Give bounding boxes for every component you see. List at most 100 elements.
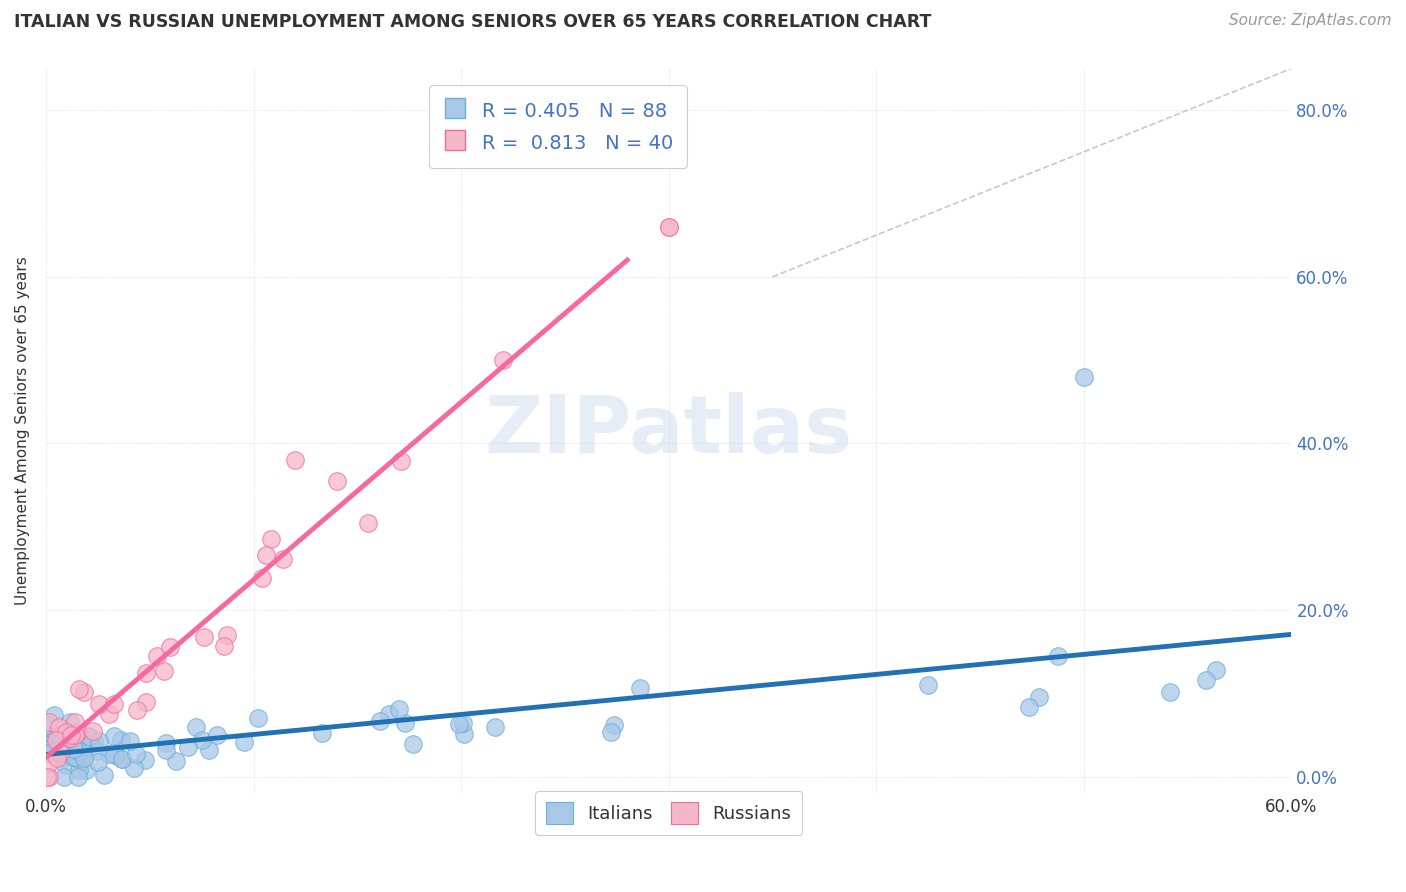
Point bbox=[52, 770, 75, 784]
Point bbox=[35, 770, 58, 784]
Point bbox=[52, 735, 75, 749]
Point bbox=[37, 718, 59, 732]
Point bbox=[67, 724, 90, 739]
Point bbox=[603, 718, 626, 732]
Point bbox=[135, 695, 157, 709]
Point bbox=[37, 746, 59, 760]
Point bbox=[49, 746, 72, 760]
Point bbox=[45, 727, 67, 741]
Point bbox=[658, 219, 681, 234]
Point bbox=[52, 751, 75, 765]
Point bbox=[97, 707, 120, 722]
Point bbox=[246, 711, 269, 725]
Point bbox=[378, 706, 401, 721]
Point bbox=[67, 681, 90, 696]
Point bbox=[41, 738, 63, 752]
Point bbox=[86, 744, 108, 758]
Point bbox=[205, 728, 228, 742]
Point bbox=[155, 743, 177, 757]
Point bbox=[38, 714, 60, 729]
Point bbox=[55, 744, 77, 758]
Point bbox=[284, 453, 307, 467]
Point bbox=[37, 738, 59, 752]
Point bbox=[63, 727, 86, 741]
Point bbox=[45, 751, 67, 765]
Point bbox=[41, 745, 63, 759]
Point bbox=[69, 754, 91, 768]
Point bbox=[120, 734, 142, 748]
Point bbox=[75, 763, 97, 777]
Point bbox=[59, 714, 82, 729]
Point bbox=[453, 727, 475, 741]
Point bbox=[93, 768, 115, 782]
Text: ZIPatlas: ZIPatlas bbox=[485, 392, 853, 470]
Point bbox=[165, 755, 187, 769]
Point bbox=[51, 740, 73, 755]
Point bbox=[89, 698, 111, 712]
Point bbox=[59, 728, 82, 742]
Text: Source: ZipAtlas.com: Source: ZipAtlas.com bbox=[1229, 13, 1392, 29]
Point bbox=[146, 649, 169, 664]
Point bbox=[45, 732, 67, 747]
Point bbox=[42, 708, 65, 723]
Point bbox=[67, 770, 90, 784]
Point bbox=[66, 751, 89, 765]
Point bbox=[127, 703, 149, 717]
Point bbox=[62, 742, 84, 756]
Point bbox=[1028, 690, 1050, 704]
Point bbox=[110, 733, 132, 747]
Point bbox=[484, 720, 506, 734]
Point bbox=[42, 736, 65, 750]
Point bbox=[191, 732, 214, 747]
Point bbox=[1195, 673, 1218, 688]
Point bbox=[35, 735, 58, 749]
Point bbox=[67, 764, 90, 778]
Point bbox=[56, 740, 79, 755]
Point bbox=[111, 752, 134, 766]
Point bbox=[73, 751, 96, 765]
Point bbox=[155, 736, 177, 750]
Point bbox=[82, 724, 104, 739]
Point bbox=[184, 720, 207, 734]
Point bbox=[122, 761, 145, 775]
Point bbox=[233, 735, 256, 749]
Point bbox=[1047, 648, 1070, 663]
Point bbox=[125, 747, 148, 761]
Point bbox=[254, 548, 277, 562]
Point bbox=[193, 630, 215, 644]
Point bbox=[44, 738, 66, 752]
Point bbox=[39, 741, 62, 756]
Point bbox=[79, 730, 101, 744]
Point bbox=[357, 516, 380, 531]
Point bbox=[388, 701, 411, 715]
Point bbox=[1018, 699, 1040, 714]
Point bbox=[271, 552, 294, 566]
Point bbox=[44, 729, 66, 743]
Point bbox=[73, 743, 96, 757]
Point bbox=[153, 665, 176, 679]
Point bbox=[35, 743, 58, 757]
Point bbox=[53, 731, 76, 745]
Point bbox=[394, 715, 416, 730]
Point bbox=[103, 697, 125, 711]
Point bbox=[67, 744, 90, 758]
Point bbox=[368, 714, 391, 728]
Point bbox=[260, 532, 283, 546]
Point bbox=[492, 353, 515, 368]
Point bbox=[1073, 369, 1095, 384]
Point bbox=[62, 750, 84, 764]
Point bbox=[63, 750, 86, 764]
Point bbox=[38, 742, 60, 756]
Point bbox=[311, 726, 333, 740]
Point bbox=[134, 753, 156, 767]
Point bbox=[177, 740, 200, 755]
Point bbox=[599, 725, 621, 739]
Point bbox=[35, 728, 58, 742]
Point bbox=[212, 639, 235, 653]
Point bbox=[103, 747, 125, 762]
Point bbox=[53, 757, 76, 772]
Point bbox=[48, 720, 70, 734]
Point bbox=[63, 715, 86, 730]
Point bbox=[55, 725, 77, 739]
Point bbox=[628, 681, 651, 696]
